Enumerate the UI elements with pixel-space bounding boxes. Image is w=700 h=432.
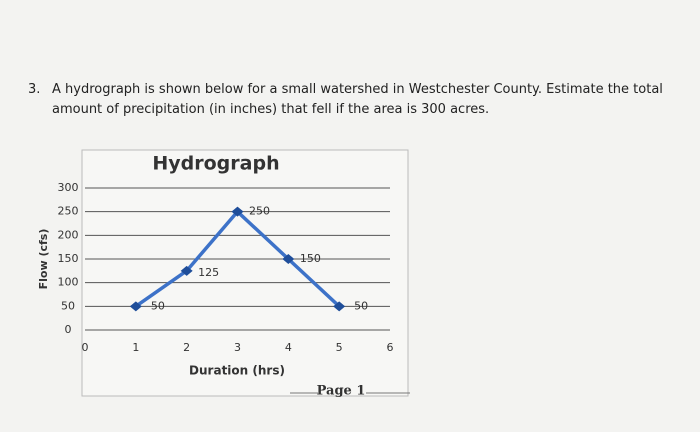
chart-title: Hydrograph (152, 153, 279, 175)
y-tick-label: 100 (58, 276, 79, 289)
x-tick-label: 3 (234, 341, 241, 354)
x-axis-label: Duration (hrs) (189, 364, 285, 378)
y-tick-label: 0 (65, 323, 72, 336)
data-label: 150 (300, 252, 321, 265)
y-tick-label: 50 (61, 299, 75, 312)
data-point (282, 254, 295, 264)
data-point (333, 301, 346, 312)
x-tick-label: 2 (183, 341, 190, 354)
y-tick-label: 250 (58, 205, 79, 218)
footer: Page 1 (317, 384, 366, 399)
data-point (231, 206, 244, 217)
data-label: 250 (249, 205, 270, 218)
data-label: 50 (354, 299, 368, 312)
y-tick-label: 150 (58, 252, 79, 265)
x-tick-label: 5 (336, 341, 343, 354)
x-tick-label: 0 (82, 341, 89, 354)
x-tick-label: 4 (285, 341, 292, 354)
data-label: 50 (151, 299, 165, 312)
y-axis-label: Flow (cfs) (37, 229, 50, 290)
x-tick-label: 6 (387, 341, 394, 354)
x-tick-label: 1 (132, 341, 139, 354)
y-tick-label: 200 (58, 228, 79, 241)
question-text: A hydrograph is shown below for a small … (52, 82, 663, 117)
data-point (180, 265, 193, 276)
data-point (129, 301, 142, 312)
y-tick-label: 300 (58, 181, 79, 194)
chart-frame (81, 149, 409, 397)
data-label: 125 (198, 266, 219, 279)
question-number: 3. (28, 82, 41, 97)
